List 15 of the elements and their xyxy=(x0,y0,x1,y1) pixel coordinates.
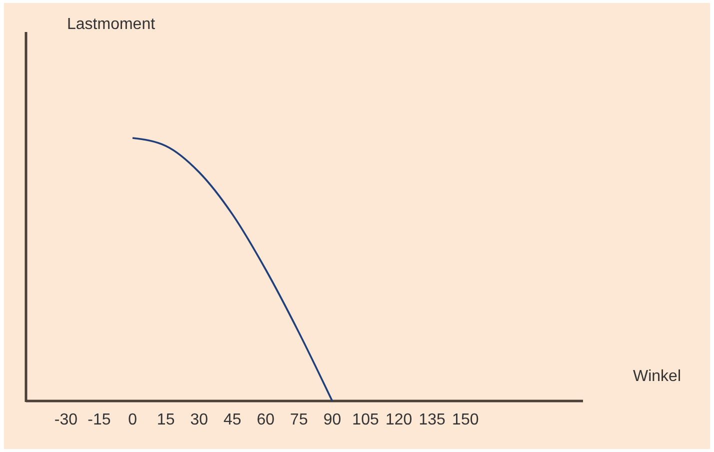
x-tick-label: 0 xyxy=(128,411,138,428)
x-tick-label: -30 xyxy=(54,411,78,428)
x-tick-label: 15 xyxy=(156,411,175,428)
x-tick-label: -15 xyxy=(88,411,111,428)
x-tick-label: 120 xyxy=(385,411,412,428)
x-tick-label: 45 xyxy=(223,411,242,428)
x-tick-label: 135 xyxy=(418,411,446,428)
x-tick-label: 150 xyxy=(452,411,479,428)
x-tick-label: 90 xyxy=(323,411,342,428)
x-tick-label: 105 xyxy=(352,411,379,428)
x-tick-label: 60 xyxy=(256,411,275,428)
text: Lastmoment xyxy=(67,16,156,33)
x-tick-label: 30 xyxy=(190,411,208,428)
x-tick-label: 75 xyxy=(290,411,308,428)
x-axis-title: Winkel xyxy=(633,368,682,385)
